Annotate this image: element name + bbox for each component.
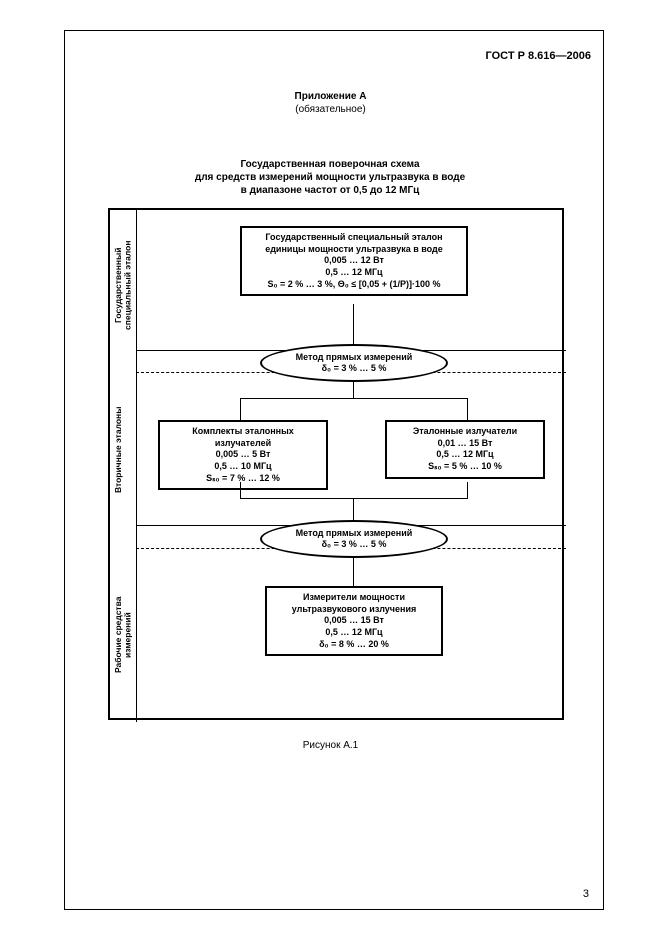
connector-6 (353, 558, 354, 586)
connector-3l (240, 398, 241, 420)
node-left-secondary: Комплекты эталонных излучателей 0,005 … … (158, 420, 328, 490)
connector-5 (353, 498, 354, 522)
method-ellipse-2: Метод прямых измерений δ₀ = 3 % … 5 % (260, 520, 448, 558)
node-working-means: Измерители мощности ультразвукового излу… (265, 586, 443, 656)
diagram-title: Государственная поверочная схемадля сред… (120, 158, 540, 197)
row-label-2: Вторичные эталоны (114, 395, 123, 505)
connector-3r (467, 398, 468, 420)
row-label-3: Рабочие средстваизмерений (114, 580, 133, 690)
figure-caption: Рисунок А.1 (0, 740, 661, 751)
page-number: 3 (583, 888, 589, 900)
document-code: ГОСТ Р 8.616—2006 (486, 50, 591, 62)
connector-hmerge-1 (240, 498, 468, 499)
connector-2 (353, 382, 354, 398)
method-ellipse-1: Метод прямых измерений δ₀ = 3 % … 5 % (260, 344, 448, 382)
connector-hsplit-1 (240, 398, 468, 399)
connector-4l (240, 482, 241, 498)
appendix-label: Приложение А (0, 90, 661, 103)
appendix-mandatory: (обязательное) (0, 103, 661, 116)
diagram-frame: Государственныйспециальный эталон Вторич… (108, 208, 564, 720)
appendix-header: Приложение А (обязательное) (0, 90, 661, 116)
row-label-1: Государственныйспециальный эталон (114, 230, 133, 340)
row-divider-vertical (136, 210, 137, 722)
node-right-secondary: Эталонные излучатели 0,01 … 15 Вт 0,5 … … (385, 420, 545, 479)
connector-4r (467, 482, 468, 498)
node-state-etalon: Государственный специальный эталон едини… (240, 226, 468, 296)
